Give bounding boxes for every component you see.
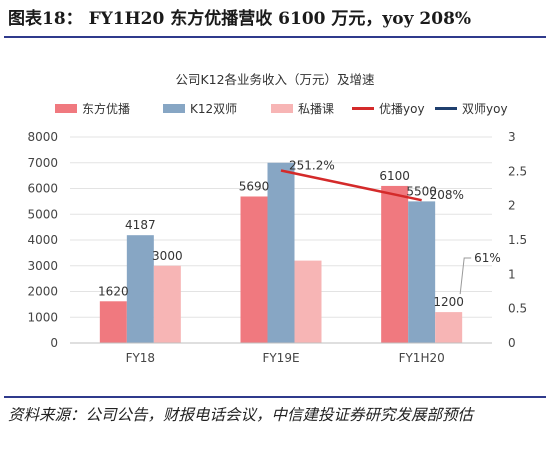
yoy-line xyxy=(280,169,422,202)
x-tick-label: FY1H20 xyxy=(399,351,445,365)
chart-yoy-lines xyxy=(280,169,422,202)
y-tick-label: 3000 xyxy=(27,259,58,273)
bar-data-label: 1200 xyxy=(433,295,464,309)
y2-tick-label: 0 xyxy=(508,336,516,350)
bar-data-label: 6100 xyxy=(379,169,410,183)
legend-label: K12双师 xyxy=(190,102,237,116)
legend-swatch xyxy=(163,104,185,113)
y2-tick-label: 2.5 xyxy=(508,164,527,178)
bar-data-label: 5690 xyxy=(239,179,270,193)
y2-tick-label: 0.5 xyxy=(508,302,527,316)
source-note: 资料来源：公司公告，财报电话会议，中信建投证券研究发展部预估 xyxy=(8,406,474,424)
y-tick-label: 6000 xyxy=(27,182,58,196)
bar xyxy=(408,201,436,343)
y-tick-label: 8000 xyxy=(27,130,58,144)
bar-data-label: 5500 xyxy=(406,184,437,198)
y2-tick-label: 1.5 xyxy=(508,233,527,247)
chart-axes: 0 1000 2000 3000 4000 5000 6000 7000 8000 0 0.5 1 1.… xyxy=(27,130,527,365)
y-tick-label: 7000 xyxy=(27,156,58,170)
bar xyxy=(381,185,409,343)
yoy-data-label: 251.2% xyxy=(289,159,335,173)
chart-title: 公司K12各业务收入（万元）及增速 xyxy=(175,72,375,87)
legend-swatch xyxy=(271,104,293,113)
legend-label: 东方优播 xyxy=(82,101,130,116)
yoy-data-label: 208% xyxy=(430,188,464,202)
y-tick-label: 5000 xyxy=(27,207,58,221)
y2-tick-label: 2 xyxy=(508,199,516,213)
bar xyxy=(153,265,181,343)
chart-legend: 东方优播 K12双师 私播课 优播yoy 双师yoy xyxy=(55,101,508,116)
bar xyxy=(99,301,127,343)
y-tick-label: 2000 xyxy=(27,285,58,299)
annotation-label: 61% xyxy=(474,251,501,265)
y-tick-label: 0 xyxy=(50,336,58,350)
bar xyxy=(240,196,268,343)
y2-tick-label: 1 xyxy=(508,267,516,281)
annotation-leader xyxy=(459,257,472,295)
legend-label: 私播课 xyxy=(298,102,334,116)
legend-label: 优播yoy xyxy=(379,102,425,116)
legend-label: 双师yoy xyxy=(462,102,508,116)
bar-data-label: 1620 xyxy=(98,284,129,298)
chart-bars xyxy=(99,162,463,343)
bar xyxy=(126,235,154,343)
legend-swatch xyxy=(55,104,77,113)
x-tick-label: FY19E xyxy=(262,351,299,365)
title-rule xyxy=(4,36,546,38)
y2-tick-label: 3 xyxy=(508,130,516,144)
figure-title: 图表18： FY1H20 东方优播营收 6100 万元，yoy 208% xyxy=(8,9,472,29)
source-rule xyxy=(4,396,546,398)
bar xyxy=(435,312,463,343)
bar-data-label: 4187 xyxy=(125,218,156,232)
bar xyxy=(294,260,322,343)
y-tick-label: 1000 xyxy=(27,310,58,324)
bar xyxy=(267,162,295,343)
x-tick-label: FY18 xyxy=(126,351,156,365)
y-tick-label: 4000 xyxy=(27,233,58,247)
revenue-chart: 公司K12各业务收入（万元）及增速 东方优播 K12双师 私播课 优播yoy 双师yoy… xyxy=(27,72,527,365)
bar-data-label: 3000 xyxy=(152,249,183,263)
chart-data-labels: 1620 5690 6100 4187 5500 3000 1200 251.2% 208% 61… xyxy=(98,159,501,310)
